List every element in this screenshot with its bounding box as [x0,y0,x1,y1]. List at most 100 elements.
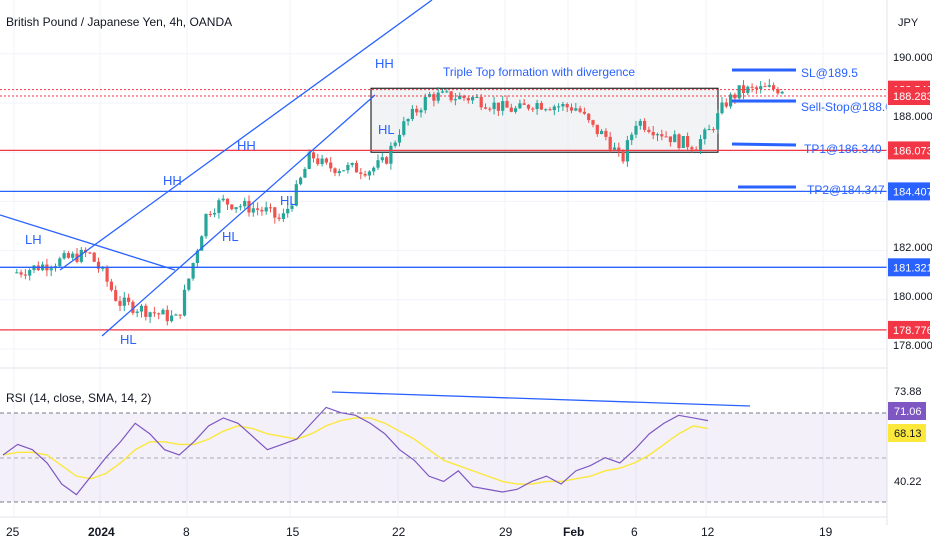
candle-body [578,108,582,112]
rsi-ma-value-tag [888,424,926,442]
price-tag-box [888,258,930,277]
sell-stop-label: Sell-Stop@188.00 [801,100,899,114]
candle-body [376,160,380,168]
candle-body [595,124,599,135]
price-tick-180: 180.000 [893,291,932,303]
candle-body [273,207,277,218]
candle-body [105,267,109,282]
candle-body [440,91,445,93]
time-label-12: 12 [701,525,715,539]
candle-body [479,96,483,108]
rsi-ma-line [2,417,709,485]
candle-body [15,272,19,274]
candle-body [238,206,242,208]
candle-body [703,129,707,140]
candle-body [428,94,432,97]
candle-body [311,152,316,159]
rsi-divergence-line [331,391,751,407]
candle-body [591,120,595,125]
time-label-6: 6 [631,525,638,539]
candle-body [724,102,728,107]
candle-body [354,163,359,173]
price-axis[interactable]: JPY 190.000 188.000 182.000 180.000 178.… [886,0,932,525]
candle-body [208,213,212,215]
candle-body [66,253,70,258]
candle-body [600,130,604,135]
candle-body [135,311,139,313]
price-tags: 188.542188.283186.073184.407181.321178.7… [888,80,932,339]
time-label-19: 19 [819,525,833,539]
pattern-note: Triple Top formation with divergence [443,65,635,79]
candle-body [664,136,668,138]
price-tag-label: 188.283 [893,91,932,103]
candle-body [423,96,427,111]
candle-body [729,94,733,107]
price-tag-box [888,182,930,201]
candle-body [544,109,548,111]
candle-body [333,168,337,174]
candle-body [393,142,397,146]
rsi-tick-upper: 73.88 [894,386,922,398]
candle-body [776,89,780,94]
time-label-29: 29 [499,525,513,539]
candle-body [608,136,612,150]
candle-body [750,86,754,88]
candle-body [363,173,367,176]
candle-body [402,121,406,135]
time-label-8: 8 [183,525,190,539]
candle-body [118,300,122,306]
candle-body [170,315,174,322]
candle-body [651,131,655,136]
candle-body [303,168,307,178]
candle-body [462,95,466,99]
candle-body [256,208,260,210]
candle-body [410,108,414,120]
candle-body [230,204,234,210]
candle-body [655,134,660,136]
candle-body [501,101,505,111]
swing-label-hh-3: HH [375,56,394,71]
candle-body [711,129,715,131]
candle-body [182,289,187,316]
candle-body [213,212,217,215]
price-tick-190: 190.000 [893,52,932,64]
candle-body [419,110,423,113]
candle-body [604,130,608,137]
time-label-25: 25 [6,525,20,539]
candle-body [281,213,285,219]
candle-body [225,198,230,205]
candle-body [320,158,324,165]
candle-body [243,200,247,207]
candle-body [759,86,763,89]
candle-body [342,170,346,172]
candle-body [114,290,118,301]
candle-body [531,108,535,110]
candle-body [49,268,53,271]
candle-body [144,305,148,317]
candle-body [101,267,105,269]
candle-body [707,129,711,131]
candle-body [178,314,182,316]
candle-body [686,136,690,148]
candle-body [668,136,672,143]
candle-body [483,107,488,109]
candle-body [152,312,156,314]
candle-body [337,171,341,174]
candle-body [453,99,457,101]
candle-body [471,97,475,101]
candle-body [109,281,113,291]
candle-body [509,107,513,112]
rsi-tick-lower: 40.22 [894,476,922,488]
candle-body [539,103,543,110]
candle-body [677,134,681,148]
candle-body [316,158,320,165]
candle-body [780,91,784,94]
candle-body [397,134,402,143]
price-tick-188: 188.000 [893,111,932,123]
time-axis[interactable]: 25 2024 8 15 22 29 Feb 6 12 19 [0,516,887,539]
candle-body [131,301,135,313]
candle-body [58,258,62,267]
candle-body [617,147,621,152]
candle-body [522,103,526,105]
candle-body [754,87,758,89]
